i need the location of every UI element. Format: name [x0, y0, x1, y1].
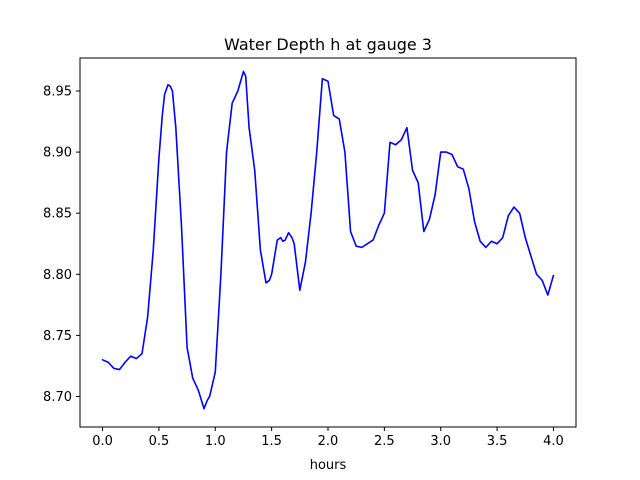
y-tick-label: 8.80	[43, 268, 72, 283]
x-tick-label: 3.5	[487, 434, 508, 449]
y-tick-label: 8.90	[43, 146, 72, 161]
x-tick-label: 2.0	[318, 434, 339, 449]
x-tick-label: 4.0	[543, 434, 564, 449]
y-axis-ticks: 8.70 8.75 8.80 8.85 8.90 8.95	[43, 84, 80, 405]
x-tick-label: 3.0	[430, 434, 451, 449]
plot-frame	[79, 57, 577, 428]
series-line	[101, 70, 555, 410]
y-tick-label: 8.95	[43, 84, 72, 99]
chart-title: Water Depth h at gauge 3	[224, 35, 432, 54]
x-axis-label: hours	[310, 458, 347, 473]
y-tick-label: 8.75	[43, 329, 72, 344]
x-axis-ticks: 0.0 0.5 1.0 1.5 2.0 2.5 3.0 3.5 4.0	[92, 427, 564, 449]
x-tick-label: 1.0	[205, 434, 226, 449]
y-tick-label: 8.70	[43, 390, 72, 405]
x-tick-label: 0.0	[92, 434, 113, 449]
x-tick-label: 0.5	[149, 434, 170, 449]
x-tick-label: 2.5	[374, 434, 395, 449]
x-tick-label: 1.5	[261, 434, 282, 449]
y-tick-label: 8.85	[43, 207, 72, 222]
